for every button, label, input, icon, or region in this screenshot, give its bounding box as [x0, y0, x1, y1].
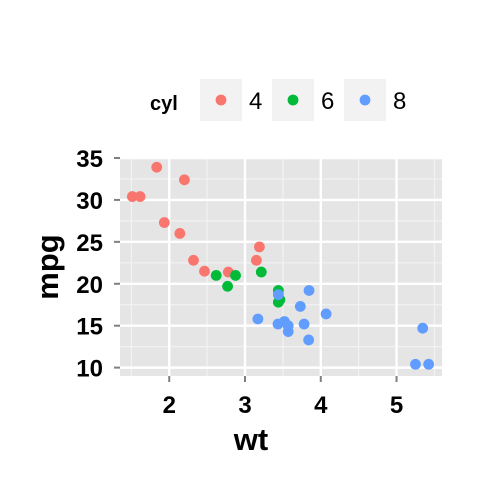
legend-key-point: [215, 94, 227, 106]
data-point-cyl-4: [188, 254, 199, 266]
y-tick-label: 30: [76, 188, 103, 215]
legend-title: cyl: [150, 93, 178, 115]
data-point-cyl-4: [151, 161, 163, 173]
data-point-cyl-4: [199, 265, 210, 277]
data-point-cyl-6: [272, 296, 284, 308]
data-point-cyl-8: [298, 318, 310, 330]
data-point-cyl-8: [423, 358, 435, 370]
y-tick-label: 25: [76, 230, 103, 257]
x-tick-label: 5: [390, 392, 403, 419]
data-point-cyl-4: [254, 241, 265, 253]
grid: [120, 156, 442, 376]
y-axis: 10 15 20 25 30 35: [76, 146, 120, 383]
legend-label: 6: [321, 88, 334, 115]
x-tick-label: 3: [238, 392, 251, 419]
y-tick-label: 20: [76, 272, 103, 299]
data-points: [126, 161, 435, 370]
legend-key-point: [359, 94, 371, 106]
data-point-cyl-8: [417, 322, 429, 334]
y-axis-label: mpg: [30, 234, 65, 299]
data-point-cyl-8: [282, 320, 294, 332]
legend-key-point: [287, 94, 299, 106]
x-axis-label: wt: [233, 422, 268, 457]
data-point-cyl-8: [272, 318, 284, 330]
data-point-cyl-4: [174, 228, 186, 239]
y-tick-label: 10: [76, 356, 103, 383]
data-point-cyl-8: [252, 313, 264, 325]
data-point-cyl-8: [303, 285, 315, 296]
data-point-cyl-6: [222, 280, 233, 292]
data-point-cyl-6: [255, 266, 267, 278]
legend: cyl 4 6 8: [150, 79, 406, 121]
data-point-cyl-8: [303, 334, 315, 346]
data-point-cyl-6: [230, 269, 241, 281]
x-axis: 2 3 4 5: [163, 376, 403, 419]
data-point-cyl-8: [320, 308, 332, 320]
data-point-cyl-4: [134, 191, 146, 202]
x-tick-label: 2: [163, 392, 176, 419]
y-tick-label: 15: [76, 314, 103, 341]
data-point-cyl-4: [158, 217, 170, 228]
data-point-cyl-8: [410, 358, 421, 370]
legend-label: 8: [393, 88, 406, 115]
data-point-cyl-4: [126, 191, 138, 202]
plot-panel: [120, 158, 442, 376]
y-tick-label: 35: [76, 146, 103, 173]
data-point-cyl-8: [294, 301, 306, 312]
legend-label: 4: [249, 88, 262, 115]
data-point-cyl-4: [179, 174, 190, 186]
data-point-cyl-8: [272, 289, 284, 301]
data-point-cyl-6: [210, 269, 222, 281]
data-point-cyl-4: [250, 254, 262, 266]
x-tick-label: 4: [314, 392, 328, 419]
